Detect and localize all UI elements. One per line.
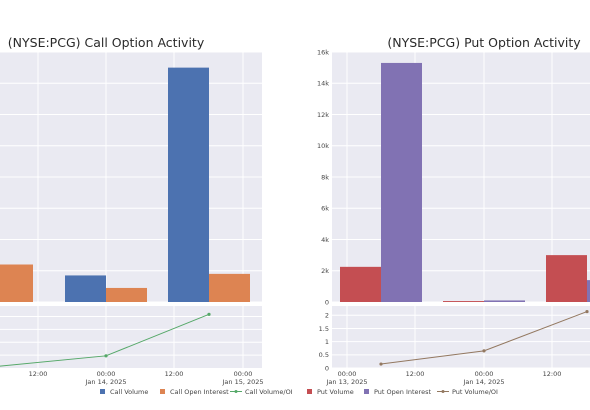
- call-x-tick-label: 00:00 Jan 15, 2025: [221, 370, 263, 386]
- call-bar-call-open-interest: [209, 273, 250, 302]
- put-x-tick-label: 00:00 Jan 13, 2025: [325, 370, 367, 386]
- put-y-tick-label: 6k: [321, 205, 329, 213]
- legend-swatch: [100, 389, 105, 394]
- put-x-tick-label: 12:00: [543, 370, 562, 378]
- put-ratio-y-tick-label: 1.5: [319, 325, 329, 333]
- call-ratio-point: [207, 312, 211, 316]
- legend-swatch: [160, 389, 165, 394]
- put-y-tick-label: 0: [325, 298, 329, 306]
- legend-label: Put Volume/OI: [452, 388, 498, 396]
- call-ratio-plot-area: [0, 306, 262, 368]
- put-chart-title: (NYSE:PCG) Put Option Activity: [387, 35, 581, 50]
- legend-label: Call Volume: [110, 388, 148, 396]
- put-ratio-y-tick-label: 0.5: [319, 351, 329, 359]
- call-x-tick-label: 00:00 Jan 14, 2025: [84, 370, 126, 386]
- put-bar-put-open-interest: [484, 300, 525, 302]
- call-bar-call-open-interest: [106, 287, 147, 302]
- put-y-tick-label: 2k: [321, 267, 329, 275]
- put-bar-put-open-interest: [587, 280, 590, 302]
- put-y-tick-label: 16k: [317, 48, 329, 56]
- chart-legend: Call Volume Call Open Interest Call Volume…: [100, 388, 498, 396]
- put-ratio-plot-area: [332, 306, 590, 368]
- legend-label: Call Volume/OI: [245, 388, 293, 396]
- put-ratio-point: [379, 362, 383, 366]
- put-ratio-y-tick-label: 0: [325, 364, 329, 372]
- put-ratio-y-tick-label: 2: [325, 312, 329, 320]
- put-y-tick-label: 12k: [317, 111, 329, 119]
- call-bar-call-open-interest: [0, 264, 33, 302]
- call-ratio-point: [104, 354, 108, 358]
- put-bar-put-open-interest: [381, 62, 422, 302]
- put-bar-put-volume: [340, 266, 381, 302]
- put-y-tick-label: 14k: [317, 80, 329, 88]
- put-bar-put-volume: [546, 255, 587, 302]
- legend-label: Put Volume: [317, 388, 354, 396]
- put-y-tick-label: 4k: [321, 236, 329, 244]
- put-x-tick-label: 00:00 Jan 14, 2025: [462, 370, 504, 386]
- put-ratio-point: [482, 349, 486, 353]
- legend-swatch: [307, 389, 312, 394]
- put-y-tick-label: 10k: [317, 142, 329, 150]
- put-x-tick-label: 12:00: [406, 370, 425, 378]
- put-y-tick-label: 8k: [321, 173, 329, 181]
- legend-swatch: [364, 389, 369, 394]
- put-ratio-point: [585, 309, 589, 314]
- call-bar-call-volume: [168, 67, 209, 302]
- put-bar-put-volume: [443, 301, 484, 302]
- call-x-tick-label: 12:00: [29, 370, 48, 378]
- legend-marker: [234, 390, 238, 393]
- call-chart-title: (NYSE:PCG) Call Option Activity: [8, 35, 205, 50]
- put-option-chart: 0 2k 4k 6k 8k 10k 12k 14k 16k 0 0.5 1 1.5 2 00:00 Jan 1…: [317, 48, 590, 386]
- call-option-chart: 12:00 00:00 Jan 14, 2025 12:00 00:00 Jan 15, …: [0, 51, 264, 386]
- call-bar-call-volume: [65, 275, 106, 302]
- legend-label: Call Open Interest: [170, 388, 229, 396]
- legend-label: Put Open Interest: [374, 388, 431, 396]
- call-x-tick-label: 12:00: [165, 370, 184, 378]
- put-ratio-y-tick-label: 1: [325, 338, 329, 346]
- legend-marker: [441, 390, 445, 393]
